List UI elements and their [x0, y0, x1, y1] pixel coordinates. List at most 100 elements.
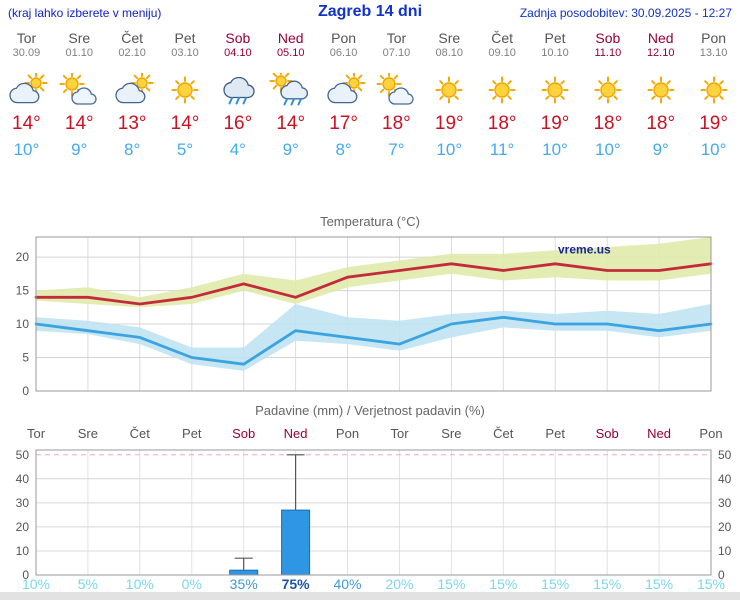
- rain-sun-icon: [264, 69, 317, 111]
- precip-day-label: Pet: [182, 426, 202, 441]
- day-max-temp: 14°: [276, 113, 306, 134]
- sunny-icon: [581, 73, 634, 111]
- svg-text:10: 10: [16, 317, 30, 331]
- precip-probability: 15%: [593, 576, 622, 592]
- svg-text:10: 10: [16, 544, 30, 558]
- precip-chart-title: Padavine (mm) / Verjetnost padavin (%): [255, 403, 485, 418]
- precip-probability: 15%: [645, 576, 674, 592]
- day-date: 11.10: [594, 47, 622, 59]
- precip-day-label: Sob: [595, 426, 619, 441]
- svg-text:15: 15: [16, 284, 30, 298]
- precip-day-labels: Tor Sre Čet Pet Sob Ned Pon Tor Sre Čet Pet Sob Ned P…: [0, 426, 740, 443]
- precip-day-label: Pon: [699, 426, 723, 441]
- svg-text:40: 40: [718, 472, 732, 486]
- sunny-icon: [476, 73, 529, 111]
- svg-text:0: 0: [22, 568, 29, 579]
- day-min-temp: 10°: [594, 140, 621, 159]
- day-name: Sob: [595, 30, 621, 46]
- mostly-cloudy-icon: [106, 71, 159, 111]
- day-max-temp: 19°: [699, 113, 728, 134]
- precip-probability: 15%: [541, 576, 570, 592]
- precip-probability: 10%: [21, 576, 51, 592]
- svg-text:0: 0: [22, 384, 29, 398]
- day-column[interactable]: Pet 03.10 14° 5°: [159, 30, 212, 160]
- day-date: 09.10: [488, 47, 516, 59]
- day-name: Čet: [491, 30, 514, 46]
- precip-day-label: Sre: [77, 426, 98, 441]
- svg-text:30: 30: [718, 496, 732, 510]
- day-column[interactable]: Ned 05.10 14° 9°: [264, 30, 317, 160]
- forecast-strip: Tor 30.09 14° 10° Sre 01.10 14° 9° Čet 02.10 13° 8°…: [0, 30, 740, 160]
- day-column[interactable]: Tor 30.09 14° 10°: [0, 30, 53, 160]
- day-name: Čet: [121, 30, 144, 46]
- day-max-temp: 14°: [12, 113, 41, 134]
- sunny-icon: [423, 73, 476, 111]
- day-name: Pet: [544, 30, 566, 46]
- day-max-temp: 18°: [487, 113, 517, 134]
- day-column[interactable]: Pet 10.10 19° 10°: [529, 30, 582, 160]
- day-min-temp: 7°: [388, 140, 405, 159]
- day-column[interactable]: Sob 11.10 18° 10°: [581, 30, 634, 160]
- last-updated: Zadnja posodobitev: 30.09.2025 - 12:27: [519, 6, 732, 20]
- day-column[interactable]: Ned 12.10 18° 9°: [634, 30, 687, 160]
- mostly-cloudy-icon: [0, 71, 53, 111]
- day-column[interactable]: Pon 06.10 17° 8°: [317, 30, 370, 160]
- day-date: 05.10: [276, 47, 305, 59]
- day-column[interactable]: Sre 08.10 19° 10°: [423, 30, 476, 160]
- day-min-temp: 10°: [542, 140, 568, 159]
- day-name: Pon: [331, 30, 357, 46]
- precip-day-label: Pet: [545, 426, 565, 441]
- day-column[interactable]: Sob 04.10 16° 4°: [211, 30, 264, 160]
- day-min-temp: 10°: [436, 140, 463, 159]
- svg-text:30: 30: [16, 496, 30, 510]
- horizontal-scrollbar[interactable]: [0, 592, 740, 600]
- precip-probability: 0%: [181, 576, 202, 592]
- day-date: 02.10: [118, 47, 146, 59]
- day-max-temp: 13°: [117, 113, 147, 134]
- sunny-icon: [687, 73, 740, 111]
- precip-day-label: Ned: [647, 426, 672, 441]
- day-max-temp: 16°: [223, 113, 253, 134]
- day-date: 30.09: [12, 47, 41, 59]
- day-date: 10.10: [541, 47, 569, 59]
- day-name: Ned: [277, 30, 304, 46]
- day-name: Sre: [438, 30, 461, 46]
- precipitation-chart: 0 0 10 10 20 20 30 30 40 40 50 50: [16, 448, 732, 579]
- day-name: Sre: [68, 30, 91, 46]
- day-column[interactable]: Čet 02.10 13° 8°: [106, 30, 159, 160]
- precip-probability: 15%: [437, 576, 466, 592]
- svg-text:10: 10: [718, 544, 732, 558]
- precip-probability: 15%: [489, 576, 518, 592]
- temp-chart-title: Temperatura (°C): [320, 214, 420, 229]
- day-date: 12.10: [646, 47, 675, 59]
- sunny-icon: [634, 73, 687, 111]
- precip-probability: 40%: [333, 576, 362, 592]
- day-date: 01.10: [65, 47, 94, 59]
- precip-day-label: Tor: [390, 426, 409, 441]
- svg-text:20: 20: [718, 520, 732, 534]
- precip-probability: 15%: [696, 576, 726, 592]
- precip-probability-row: 10% 5% 10% 0% 35% 75% 40% 20% 15% 15% 15% 15% 15% 15%: [0, 576, 740, 593]
- rain-icon: [211, 73, 264, 111]
- day-date: 03.10: [171, 47, 199, 59]
- partly-cloudy-icon: [53, 71, 106, 111]
- day-min-temp: 11°: [489, 140, 515, 159]
- day-name: Sob: [225, 30, 251, 46]
- precip-probability: 10%: [125, 576, 154, 592]
- day-column[interactable]: Čet 09.10 18° 11°: [476, 30, 529, 160]
- mostly-cloudy-icon: [317, 71, 370, 111]
- precip-probability: 5%: [77, 576, 98, 592]
- day-max-temp: 19°: [540, 113, 570, 134]
- day-min-temp: 9°: [652, 140, 669, 159]
- day-column[interactable]: Pon 13.10 19° 10°: [687, 30, 740, 160]
- day-max-temp: 14°: [64, 113, 94, 134]
- day-date: 07.10: [382, 47, 411, 59]
- location-menu-note: (kraj lahko izberete v meniju): [8, 6, 162, 20]
- day-date: 13.10: [699, 47, 728, 59]
- precip-day-label: Tor: [26, 426, 46, 441]
- day-column[interactable]: Tor 07.10 18° 7°: [370, 30, 423, 160]
- day-column[interactable]: Sre 01.10 14° 9°: [53, 30, 106, 160]
- svg-text:50: 50: [718, 448, 732, 462]
- sunny-icon: [529, 73, 582, 111]
